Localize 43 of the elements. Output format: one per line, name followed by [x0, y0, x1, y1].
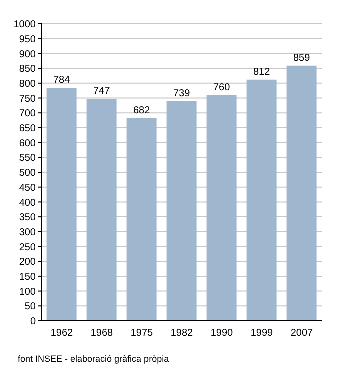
- y-tick-label: 500: [19, 168, 36, 180]
- y-tick-label: 50: [24, 302, 36, 313]
- x-tick-label: 2007: [290, 328, 314, 340]
- y-tick-label: 300: [19, 227, 36, 238]
- data-label: 859: [293, 52, 311, 64]
- x-tick-label: 1982: [170, 328, 194, 340]
- y-tick-label: 600: [19, 138, 36, 150]
- y-tick-label: 250: [19, 242, 36, 254]
- y-tick-label: 900: [19, 49, 36, 60]
- y-tick-label: 350: [19, 212, 36, 224]
- text: font INSEE - elaboració gràfica pròpia: [18, 354, 170, 364]
- y-tick-label: 200: [19, 257, 36, 268]
- bar: [246, 80, 277, 321]
- data-label: 784: [53, 75, 71, 86]
- bar: [206, 95, 237, 321]
- y-tick-label: 750: [19, 94, 36, 105]
- x-tick-label: 1968: [90, 328, 114, 340]
- y-tick-label: 850: [19, 64, 36, 76]
- data-label: 760: [213, 82, 231, 94]
- y-tick-label: 100: [19, 286, 36, 298]
- bar: [166, 102, 197, 321]
- bar: [286, 66, 317, 321]
- y-tick-label: 0: [30, 316, 36, 328]
- data-label: 812: [253, 66, 271, 78]
- y-tick-label: 400: [19, 198, 36, 209]
- x-tick-label: 1962: [50, 328, 74, 340]
- bar: [86, 99, 117, 321]
- y-tick-label: 650: [19, 124, 36, 134]
- x-tick-label: 1990: [210, 328, 234, 340]
- y-tick-label: 450: [19, 182, 36, 194]
- data-label: 682: [133, 105, 151, 116]
- x-tick-label: 1975: [130, 328, 154, 340]
- y-tick-label: 950: [19, 34, 36, 46]
- y-tick-label: 150: [19, 272, 36, 283]
- y-tick-label: 550: [19, 153, 36, 164]
- y-tick-label: 700: [19, 108, 36, 120]
- bar: [46, 88, 77, 321]
- y-tick-label: 1000: [14, 20, 36, 31]
- bar: [126, 118, 157, 321]
- y-tick-label: 800: [19, 78, 36, 90]
- x-tick-label: 1999: [250, 328, 274, 340]
- data-label: 747: [93, 86, 111, 98]
- data-label: 739: [173, 88, 191, 100]
